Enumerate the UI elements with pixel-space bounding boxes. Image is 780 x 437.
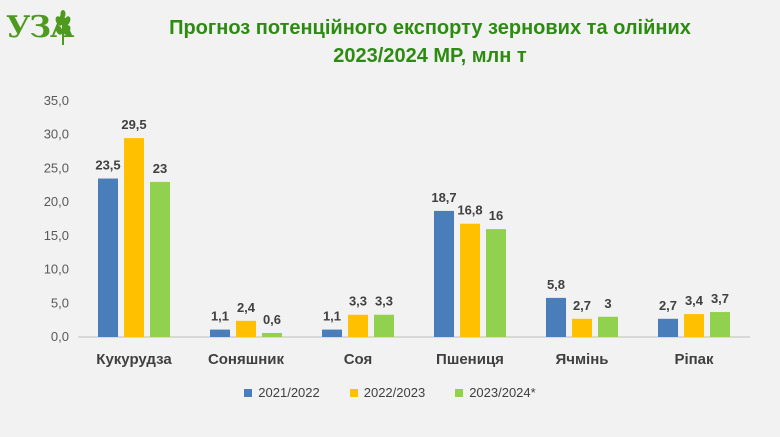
bar xyxy=(546,297,566,337)
y-tick-label: 5,0 xyxy=(51,295,69,310)
y-tick-label: 10,0 xyxy=(44,262,69,277)
data-label: 3,3 xyxy=(375,294,393,309)
bar xyxy=(658,318,678,337)
bar xyxy=(374,314,394,337)
legend-swatch-2022-2023 xyxy=(349,388,358,397)
data-label: 18,7 xyxy=(431,190,456,205)
wheat-icon xyxy=(55,10,71,45)
data-label: 2,4 xyxy=(237,300,256,315)
data-label: 0,6 xyxy=(263,312,281,327)
legend-label-2023-2024: 2023/2024* xyxy=(469,385,536,400)
legend-swatch-2021-2022 xyxy=(244,388,253,397)
data-label: 3,4 xyxy=(685,293,704,308)
data-label: 2,7 xyxy=(573,298,591,313)
x-category-label: Ріпак xyxy=(674,351,714,368)
legend-item-2022-2023: 2022/2023 xyxy=(349,385,426,400)
x-category-label: Ячмінь xyxy=(555,351,608,368)
y-tick-label: 25,0 xyxy=(44,160,69,175)
uza-logo: УЗА xyxy=(6,8,76,54)
bar xyxy=(322,329,342,337)
data-label: 2,7 xyxy=(659,298,677,313)
x-category-label: Соняшник xyxy=(208,351,285,368)
chart-title-line-1: Прогноз потенційного експорту зернових т… xyxy=(169,17,691,39)
data-label: 16 xyxy=(489,208,503,223)
bar xyxy=(684,314,704,337)
data-label: 16,8 xyxy=(457,203,482,218)
data-label: 1,1 xyxy=(211,309,229,324)
bar xyxy=(236,320,256,337)
data-label: 5,8 xyxy=(547,277,565,292)
legend-item-2021-2022: 2021/2022 xyxy=(244,385,320,400)
bar xyxy=(210,329,230,337)
data-label: 3,7 xyxy=(711,291,729,306)
bar xyxy=(434,210,454,337)
data-label: 23 xyxy=(153,161,167,176)
y-tick-label: 35,0 xyxy=(44,93,69,108)
x-category-label: Соя xyxy=(344,351,373,368)
legend-label-2021-2022: 2021/2022 xyxy=(258,385,320,400)
y-tick-label: 0,0 xyxy=(51,329,69,344)
data-label: 3 xyxy=(604,296,611,311)
legend-item-2023-2024: 2023/2024* xyxy=(455,385,536,400)
bar xyxy=(262,332,282,337)
y-tick-label: 20,0 xyxy=(44,194,69,209)
legend-label-2022-2023: 2022/2023 xyxy=(363,385,426,400)
data-label: 3,3 xyxy=(349,294,367,309)
bar xyxy=(710,312,730,337)
bar xyxy=(486,229,506,337)
chart-title: Прогноз потенційного експорту зернових т… xyxy=(80,14,780,70)
bar xyxy=(572,318,592,337)
data-label: 1,1 xyxy=(323,309,341,324)
legend-swatch-2023-2024 xyxy=(455,388,464,397)
bar xyxy=(460,223,480,337)
data-label: 29,5 xyxy=(121,117,146,132)
x-category-label: Пшениця xyxy=(436,351,504,368)
bar xyxy=(348,314,368,337)
x-category-label: Кукурудза xyxy=(96,351,172,368)
data-label: 23,5 xyxy=(95,158,120,173)
y-tick-label: 30,0 xyxy=(44,127,69,142)
bar xyxy=(98,178,118,337)
bar xyxy=(598,316,618,337)
chart-title-line-2: 2023/2024 МР, млн т xyxy=(333,45,527,67)
y-tick-label: 15,0 xyxy=(44,228,69,243)
bar xyxy=(124,138,144,337)
chart-legend: 2021/2022 2022/2023 2023/2024* xyxy=(0,385,780,400)
bar xyxy=(150,181,170,337)
